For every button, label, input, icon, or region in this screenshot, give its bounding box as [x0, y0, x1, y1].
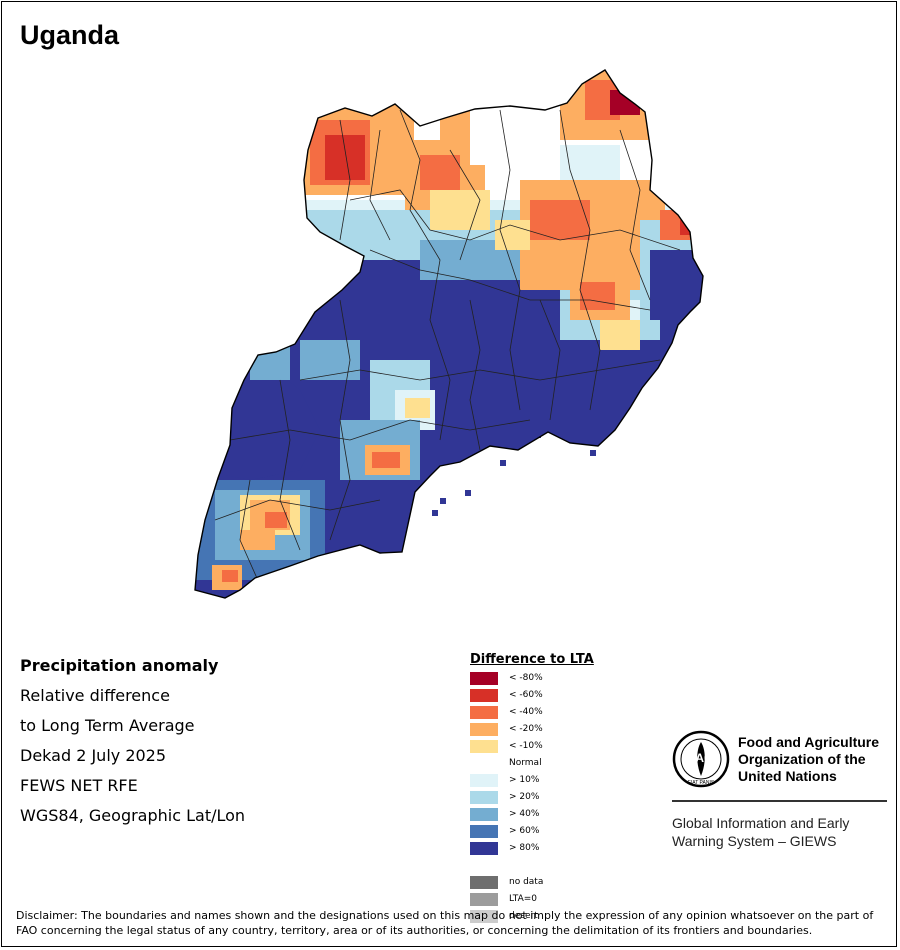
giews-label: Global Information and Early Warning Sys…	[672, 814, 892, 850]
lake-islands	[432, 432, 596, 516]
legend-item: < -20%	[470, 722, 594, 739]
legend-swatch	[470, 808, 498, 821]
map-title: Uganda	[20, 20, 120, 50]
fao-logo-icon: FAO FIAT PANIS	[672, 730, 730, 788]
legend: Difference to LTA < -80% < -60% < -40% < -2…	[470, 652, 594, 926]
legend-label: < -40%	[509, 707, 543, 717]
giews-line: Global Information and Early	[672, 815, 850, 831]
legend-label: < -20%	[509, 724, 543, 734]
info-date: Dekad 2 July 2025	[20, 746, 167, 765]
legend-item: < -80%	[470, 671, 594, 688]
disclaimer: Disclaimer: The boundaries and names sho…	[16, 909, 874, 937]
info-projection: WGS84, Geographic Lat/Lon	[20, 806, 246, 825]
legend-swatch	[470, 689, 498, 702]
info-line: Relative difference	[20, 686, 170, 705]
legend-swatch	[470, 740, 498, 753]
legend-label: no data	[509, 877, 544, 887]
legend-title: Difference to LTA	[470, 652, 594, 667]
legend-rows: < -80% < -60% < -40% < -20% < -10% Normal > 10…	[470, 671, 594, 926]
fao-name-line: Food and Agriculture	[738, 734, 880, 750]
legend-swatch	[470, 876, 498, 889]
legend-label: < -10%	[509, 741, 543, 751]
divider	[672, 800, 887, 802]
legend-item: Normal	[470, 756, 594, 773]
legend-swatch	[470, 791, 498, 804]
map-info: Precipitation anomaly Relative differenc…	[20, 656, 245, 836]
legend-item: > 40%	[470, 807, 594, 824]
legend-item: > 20%	[470, 790, 594, 807]
legend-swatch	[470, 774, 498, 787]
fao-logo-text: FAO	[689, 751, 714, 765]
district-boundaries	[214, 109, 681, 586]
legend-label: < -60%	[509, 690, 543, 700]
legend-item: > 60%	[470, 824, 594, 841]
legend-label: Normal	[509, 758, 542, 768]
legend-swatch	[470, 672, 498, 685]
legend-item	[470, 858, 594, 875]
fao-name-line: United Nations	[738, 768, 837, 784]
legend-label: > 60%	[509, 826, 540, 836]
fao-name-line: Organization of the	[738, 751, 866, 767]
giews-line: Warning System – GIEWS	[672, 833, 837, 849]
anomaly-map	[194, 69, 704, 599]
legend-label: > 20%	[509, 792, 540, 802]
info-source: FEWS NET RFE	[20, 776, 138, 795]
info-line: to Long Term Average	[20, 716, 195, 735]
legend-label: LTA=0	[509, 894, 537, 904]
legend-item: > 80%	[470, 841, 594, 858]
fao-logo-motto: FIAT PANIS	[688, 780, 715, 786]
legend-label: < -80%	[509, 673, 543, 683]
legend-item: LTA=0	[470, 892, 594, 909]
legend-swatch	[470, 706, 498, 719]
legend-label: > 80%	[509, 843, 540, 853]
legend-item: < -10%	[470, 739, 594, 756]
legend-swatch	[470, 910, 498, 923]
fao-name: Food and Agriculture Organization of the…	[738, 734, 879, 785]
legend-swatch	[470, 723, 498, 736]
legend-swatch	[470, 842, 498, 855]
legend-item: desert	[470, 909, 594, 926]
legend-item: no data	[470, 875, 594, 892]
anomaly-raster	[195, 70, 703, 598]
legend-swatch	[470, 825, 498, 838]
legend-item: < -40%	[470, 705, 594, 722]
legend-label: > 10%	[509, 775, 540, 785]
info-heading: Precipitation anomaly	[20, 656, 219, 675]
legend-item: > 10%	[470, 773, 594, 790]
legend-label: > 40%	[509, 809, 540, 819]
legend-item: < -60%	[470, 688, 594, 705]
legend-label: desert	[509, 911, 538, 921]
legend-swatch	[470, 893, 498, 906]
